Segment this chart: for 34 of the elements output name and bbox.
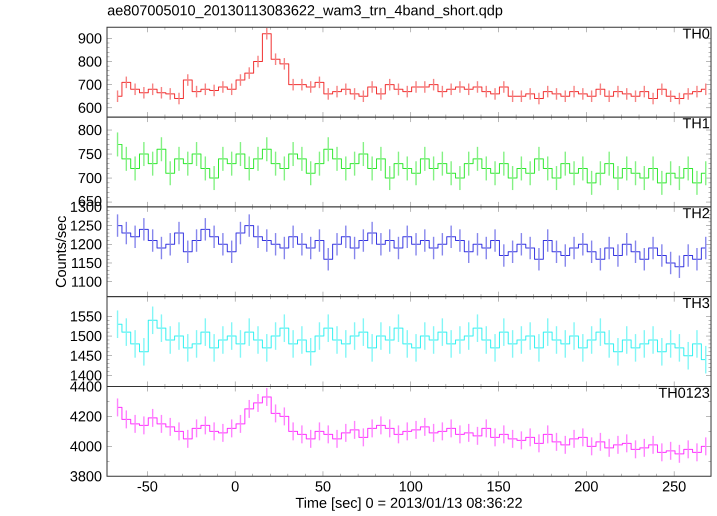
y-tick-label: 4400 xyxy=(70,381,102,392)
y-tick-label: 3800 xyxy=(70,471,102,482)
y-tick-label: 4200 xyxy=(70,411,102,422)
y-tick-label: 1450 xyxy=(70,350,102,361)
y-tick-label: 750 xyxy=(78,148,102,160)
y-tick-label: 1550 xyxy=(70,311,102,322)
x-tick-label: 250 xyxy=(662,481,686,492)
y-tick-label: 1250 xyxy=(70,220,102,231)
annotation: TH3 xyxy=(682,298,710,308)
annotation: TH2 xyxy=(682,208,710,218)
y-tick-label: 1400 xyxy=(70,370,102,380)
x-tick-label: 150 xyxy=(488,481,510,492)
y-tick-label: 600 xyxy=(78,102,102,113)
y-tick-label: 800 xyxy=(78,124,102,136)
annotation: TH0123 xyxy=(658,388,710,398)
y-tick-label: 800 xyxy=(78,56,102,67)
y-axis-title: Counts/sec xyxy=(55,216,66,288)
y-tick-label: 4000 xyxy=(70,441,102,452)
y-tick-label: 900 xyxy=(78,33,102,44)
annotation: TH0 xyxy=(682,28,710,39)
y-tick-label: 1200 xyxy=(70,239,102,250)
y-tick-label: 700 xyxy=(78,79,102,90)
y-tick-label: 1500 xyxy=(70,330,102,342)
x-tick-label: 200 xyxy=(575,481,598,492)
annotation: TH1 xyxy=(682,118,710,128)
x-tick-label: 100 xyxy=(400,481,422,492)
y-tick-label: 700 xyxy=(78,172,102,184)
x-tick-label: -50 xyxy=(138,481,158,492)
chart-title: ae807005010_20130113083622_wam3_trn_4band_short.qdp xyxy=(108,4,502,18)
x-tick-label: 0 xyxy=(232,481,239,492)
y-tick-label: 1100 xyxy=(72,276,102,287)
x-axis-title: Time [sec] 0 = 2013/01/13 08:36:22 xyxy=(296,497,522,511)
x-tick-label: 50 xyxy=(316,481,330,492)
y-tick-label: 1150 xyxy=(72,258,102,268)
